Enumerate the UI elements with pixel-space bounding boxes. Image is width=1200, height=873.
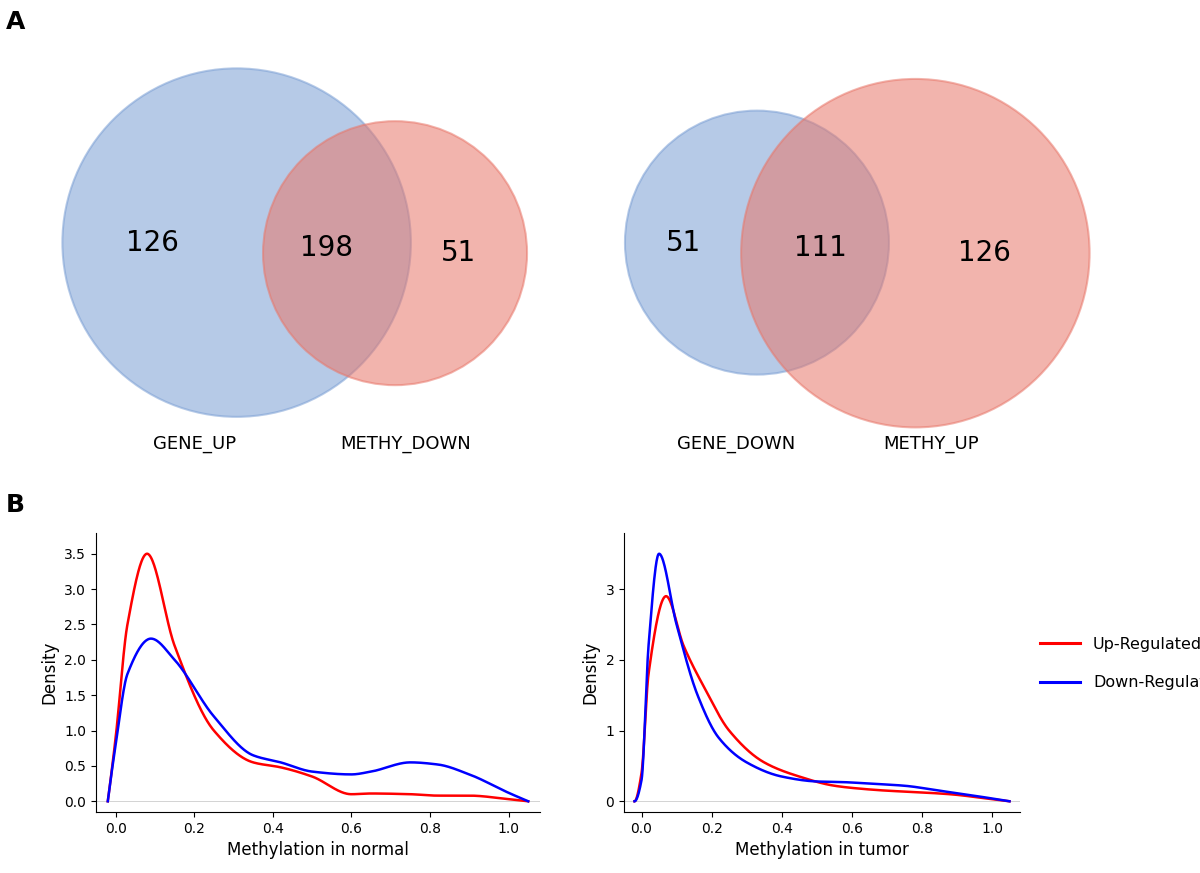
Y-axis label: Density: Density (582, 641, 600, 704)
Ellipse shape (263, 121, 527, 385)
Text: 126: 126 (126, 229, 179, 257)
Text: B: B (6, 493, 25, 517)
Text: 51: 51 (666, 229, 701, 257)
Text: METHY_UP: METHY_UP (883, 436, 979, 453)
X-axis label: Methylation in tumor: Methylation in tumor (736, 842, 908, 859)
Ellipse shape (625, 111, 889, 375)
Text: GENE_UP: GENE_UP (152, 436, 236, 453)
Text: 51: 51 (440, 239, 476, 267)
Text: A: A (6, 10, 25, 34)
Text: 126: 126 (958, 239, 1010, 267)
X-axis label: Methylation in normal: Methylation in normal (227, 842, 409, 859)
Y-axis label: Density: Density (41, 641, 59, 704)
Legend: Up-Regulated, Down-Regulated: Up-Regulated, Down-Regulated (1034, 630, 1200, 697)
Text: GENE_DOWN: GENE_DOWN (677, 436, 794, 453)
Text: 111: 111 (794, 234, 847, 262)
Ellipse shape (742, 79, 1090, 428)
Text: METHY_DOWN: METHY_DOWN (341, 436, 470, 453)
Ellipse shape (62, 68, 410, 416)
Text: 198: 198 (300, 234, 353, 262)
